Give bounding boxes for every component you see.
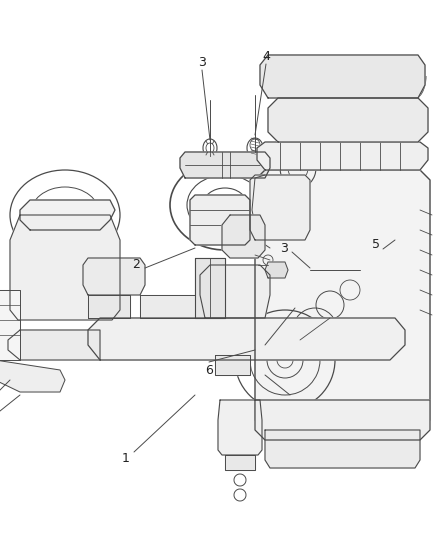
Polygon shape [88,318,405,360]
Polygon shape [190,195,250,245]
Text: 3: 3 [198,55,206,69]
Text: 1: 1 [122,451,130,464]
Polygon shape [200,265,270,318]
Polygon shape [257,142,428,170]
Polygon shape [10,215,120,320]
Polygon shape [0,290,20,360]
Polygon shape [265,430,420,468]
Polygon shape [255,400,430,440]
Polygon shape [140,295,195,318]
Polygon shape [83,258,145,295]
Polygon shape [0,360,65,392]
Polygon shape [215,355,250,375]
Text: 3: 3 [280,241,288,254]
Polygon shape [268,98,428,142]
Polygon shape [180,152,270,178]
Text: 6: 6 [205,364,213,376]
Polygon shape [218,400,262,455]
Polygon shape [195,258,225,318]
Polygon shape [250,175,310,240]
Polygon shape [260,55,425,98]
Polygon shape [222,215,265,258]
Polygon shape [20,200,115,230]
Text: 4: 4 [262,50,270,62]
Polygon shape [225,455,255,470]
Polygon shape [265,262,288,278]
Text: 2: 2 [132,257,140,271]
Polygon shape [255,170,430,430]
Text: 5: 5 [372,238,380,252]
Polygon shape [88,295,130,318]
Polygon shape [8,330,100,360]
